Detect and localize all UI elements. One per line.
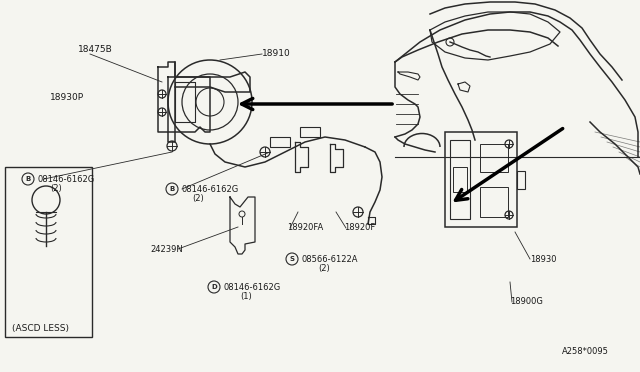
Text: (2): (2) <box>50 185 61 193</box>
Text: 08566-6122A: 08566-6122A <box>302 254 358 263</box>
Bar <box>480 187 508 217</box>
Text: D: D <box>211 284 217 290</box>
Text: A258*0095: A258*0095 <box>562 347 609 356</box>
Text: 08146-6162G: 08146-6162G <box>38 174 95 183</box>
Text: B: B <box>26 176 31 182</box>
Bar <box>270 137 290 147</box>
Bar <box>450 140 470 219</box>
Text: 24239N: 24239N <box>150 244 183 253</box>
Bar <box>480 144 508 172</box>
Text: (2): (2) <box>318 264 330 273</box>
Bar <box>5 167 92 337</box>
Text: S: S <box>289 256 294 262</box>
Text: B: B <box>170 186 175 192</box>
Text: 18900G: 18900G <box>510 298 543 307</box>
Bar <box>453 167 467 192</box>
Bar <box>300 127 320 137</box>
Text: 18920FA: 18920FA <box>287 224 323 232</box>
Bar <box>517 171 525 189</box>
Bar <box>445 132 517 227</box>
Text: (1): (1) <box>240 292 252 301</box>
Text: (2): (2) <box>192 195 204 203</box>
Text: 18475B: 18475B <box>78 45 113 55</box>
Text: 08146-6162G: 08146-6162G <box>182 185 239 193</box>
Text: 18930P: 18930P <box>50 93 84 102</box>
Text: 18910: 18910 <box>262 49 291 58</box>
Text: 18920F: 18920F <box>344 224 375 232</box>
Text: (ASCD LESS): (ASCD LESS) <box>12 324 69 333</box>
Text: 18930: 18930 <box>530 254 557 263</box>
Text: 08146-6162G: 08146-6162G <box>224 282 281 292</box>
